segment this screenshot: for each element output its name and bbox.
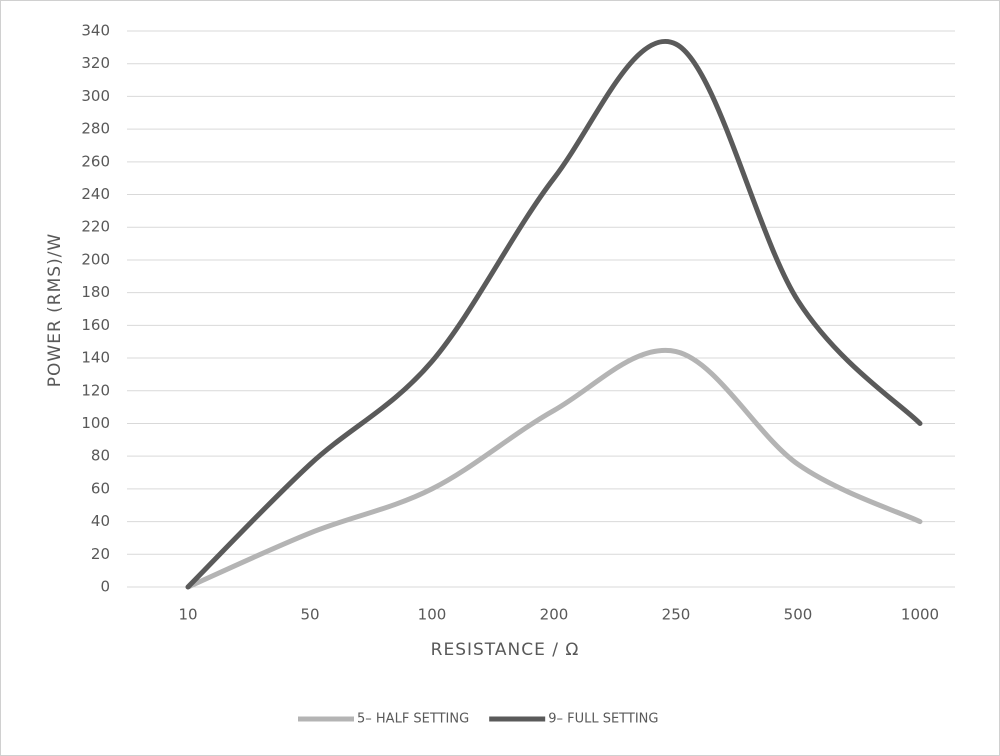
y-tick-label: 120 bbox=[81, 381, 110, 399]
legend: 5– HALF SETTING 9– FULL SETTING bbox=[298, 712, 658, 727]
y-axis-label: POWER (RMS)/W bbox=[45, 233, 65, 387]
x-tick-label: 10 bbox=[178, 606, 197, 624]
x-tick-label: 250 bbox=[662, 606, 691, 624]
legend-label: 5– HALF SETTING bbox=[357, 712, 469, 727]
y-tick-label: 80 bbox=[91, 447, 110, 465]
y-tick-label: 100 bbox=[81, 414, 110, 432]
y-tick-label: 200 bbox=[81, 250, 110, 268]
legend-label: 9– FULL SETTING bbox=[548, 712, 658, 727]
x-tick-label: 50 bbox=[300, 606, 319, 624]
y-tick-label: 340 bbox=[81, 22, 110, 40]
y-tick-label: 60 bbox=[91, 479, 110, 497]
x-tick-label: 100 bbox=[418, 606, 447, 624]
y-tick-label: 160 bbox=[81, 316, 110, 334]
y-tick-label: 140 bbox=[81, 349, 110, 367]
y-tick-label: 0 bbox=[100, 578, 110, 596]
y-tick-label: 300 bbox=[81, 87, 110, 105]
x-tick-label: 1000 bbox=[901, 606, 939, 624]
y-tick-label: 180 bbox=[81, 283, 110, 301]
x-tick-label: 200 bbox=[540, 606, 569, 624]
y-tick-label: 20 bbox=[91, 545, 110, 563]
y-tick-label: 240 bbox=[81, 185, 110, 203]
line bbox=[185, 347, 923, 590]
y-tick-label: 40 bbox=[91, 512, 110, 530]
y-tick-label: 280 bbox=[81, 120, 110, 138]
x-axis-label: RESISTANCE / Ω bbox=[431, 640, 580, 660]
y-tick-label: 220 bbox=[81, 218, 110, 236]
y-tick-label: 320 bbox=[81, 54, 110, 72]
y-tick-label: 260 bbox=[81, 152, 110, 170]
line bbox=[185, 39, 923, 590]
x-tick-label: 500 bbox=[784, 606, 813, 624]
